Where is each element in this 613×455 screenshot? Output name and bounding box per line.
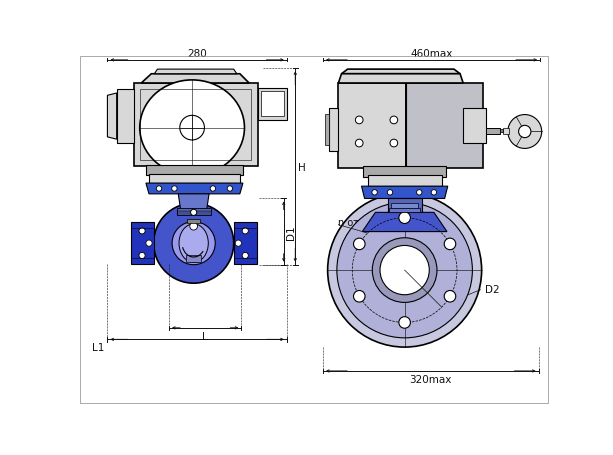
Circle shape — [227, 187, 232, 192]
Bar — [257, 88, 287, 121]
Circle shape — [180, 116, 205, 141]
Circle shape — [191, 210, 197, 216]
Text: 320max: 320max — [409, 374, 452, 384]
Bar — [486, 128, 500, 135]
Circle shape — [210, 187, 216, 192]
Polygon shape — [146, 184, 243, 194]
Bar — [131, 222, 154, 264]
Text: D1: D1 — [286, 225, 296, 239]
Bar — [234, 222, 257, 264]
Circle shape — [399, 212, 411, 224]
Circle shape — [372, 190, 378, 196]
Bar — [463, 109, 486, 144]
Circle shape — [444, 291, 455, 303]
Text: H: H — [299, 162, 306, 172]
Bar — [363, 167, 446, 177]
Bar — [186, 256, 201, 262]
Text: L: L — [202, 331, 208, 341]
Polygon shape — [154, 70, 237, 75]
Circle shape — [372, 238, 437, 303]
Circle shape — [390, 117, 398, 125]
Bar — [406, 84, 483, 168]
Circle shape — [444, 238, 455, 250]
Bar — [389, 208, 420, 213]
Bar — [188, 219, 200, 223]
Circle shape — [431, 190, 436, 196]
Circle shape — [242, 228, 248, 234]
Circle shape — [337, 203, 473, 338]
Bar — [324, 115, 329, 145]
Circle shape — [387, 190, 393, 196]
Bar — [149, 174, 240, 184]
Bar — [177, 208, 211, 216]
Ellipse shape — [140, 81, 245, 176]
Polygon shape — [338, 75, 463, 84]
Polygon shape — [142, 75, 249, 84]
Circle shape — [356, 140, 363, 147]
Ellipse shape — [179, 224, 208, 263]
Bar — [261, 92, 284, 117]
Circle shape — [417, 190, 422, 196]
Circle shape — [380, 246, 429, 295]
Polygon shape — [178, 194, 209, 210]
Circle shape — [390, 140, 398, 147]
Circle shape — [156, 187, 162, 192]
Text: L1: L1 — [92, 343, 104, 353]
Polygon shape — [116, 90, 134, 144]
Circle shape — [154, 204, 234, 283]
Circle shape — [519, 126, 531, 138]
Bar — [390, 204, 419, 208]
Bar — [387, 199, 422, 213]
Bar — [329, 109, 338, 152]
Circle shape — [139, 228, 145, 234]
Polygon shape — [341, 70, 460, 75]
Circle shape — [190, 223, 197, 231]
Text: n отв. d: n отв. d — [338, 217, 378, 227]
Bar — [146, 165, 243, 176]
Circle shape — [327, 194, 482, 347]
Bar — [503, 129, 509, 135]
Text: 460max: 460max — [410, 49, 453, 58]
Circle shape — [508, 115, 542, 149]
Text: 280: 280 — [187, 49, 207, 58]
Bar — [338, 84, 406, 168]
Circle shape — [172, 187, 177, 192]
Text: D2: D2 — [485, 285, 500, 295]
Bar — [140, 90, 251, 161]
Circle shape — [172, 222, 215, 265]
Circle shape — [399, 317, 411, 329]
Polygon shape — [107, 94, 116, 140]
Circle shape — [356, 117, 363, 125]
Circle shape — [354, 238, 365, 250]
Polygon shape — [362, 187, 447, 199]
Circle shape — [146, 241, 152, 247]
Polygon shape — [362, 213, 447, 232]
Bar — [500, 130, 503, 133]
Circle shape — [242, 253, 248, 259]
Circle shape — [235, 241, 242, 247]
Bar — [134, 84, 257, 167]
Circle shape — [139, 253, 145, 259]
Circle shape — [354, 291, 365, 303]
Bar — [368, 176, 441, 187]
